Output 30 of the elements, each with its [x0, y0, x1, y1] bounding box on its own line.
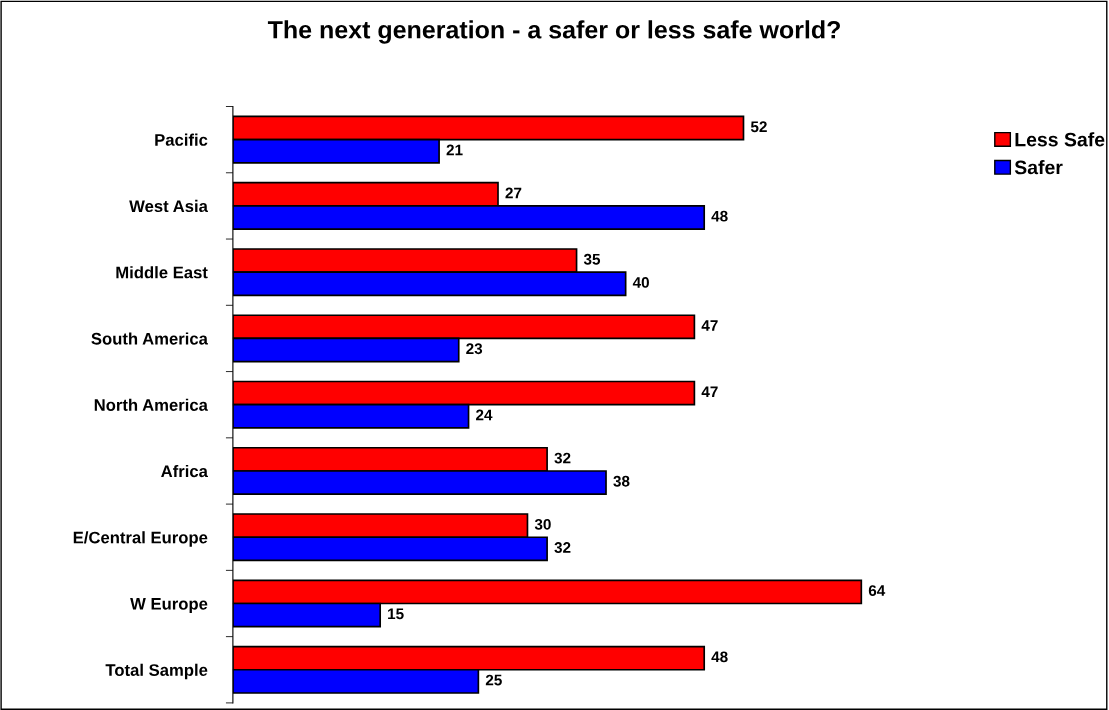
- y-tick-label: W Europe: [130, 598, 208, 613]
- data-label: 23: [466, 343, 483, 355]
- y-tick-label: Total Sample: [105, 663, 208, 680]
- data-label: 15: [388, 608, 404, 620]
- legend-label: Safer: [1014, 160, 1063, 175]
- y-tick-label: South America: [91, 332, 208, 345]
- data-label: 48: [711, 210, 728, 222]
- data-label: 40: [632, 277, 649, 288]
- data-label: 38: [613, 475, 630, 487]
- data-label: 25: [485, 674, 502, 686]
- data-label: 52: [750, 121, 767, 133]
- y-tick-label: E/Central Europe: [73, 531, 208, 547]
- data-label: 24: [476, 409, 493, 421]
- data-label: 21: [446, 144, 463, 156]
- y-tick-label: Middle East: [116, 266, 208, 279]
- legend-label: Less Safe: [1015, 132, 1105, 147]
- data-label: 47: [701, 386, 718, 398]
- y-tick-label: West Asia: [129, 199, 208, 213]
- y-tick-label: Africa: [161, 464, 208, 478]
- y-tick-label: Pacific: [155, 133, 208, 146]
- data-label: 47: [701, 320, 718, 331]
- chart-title: The next generation - a safer or less safe world?: [267, 20, 840, 44]
- data-label: 32: [554, 452, 571, 464]
- data-label: 32: [554, 542, 571, 553]
- data-label: 48: [711, 651, 728, 663]
- data-label: 27: [505, 187, 522, 199]
- data-label: 64: [868, 585, 886, 596]
- y-tick-label: North America: [94, 398, 208, 411]
- data-label: 30: [534, 518, 551, 530]
- data-label: 35: [583, 253, 601, 265]
